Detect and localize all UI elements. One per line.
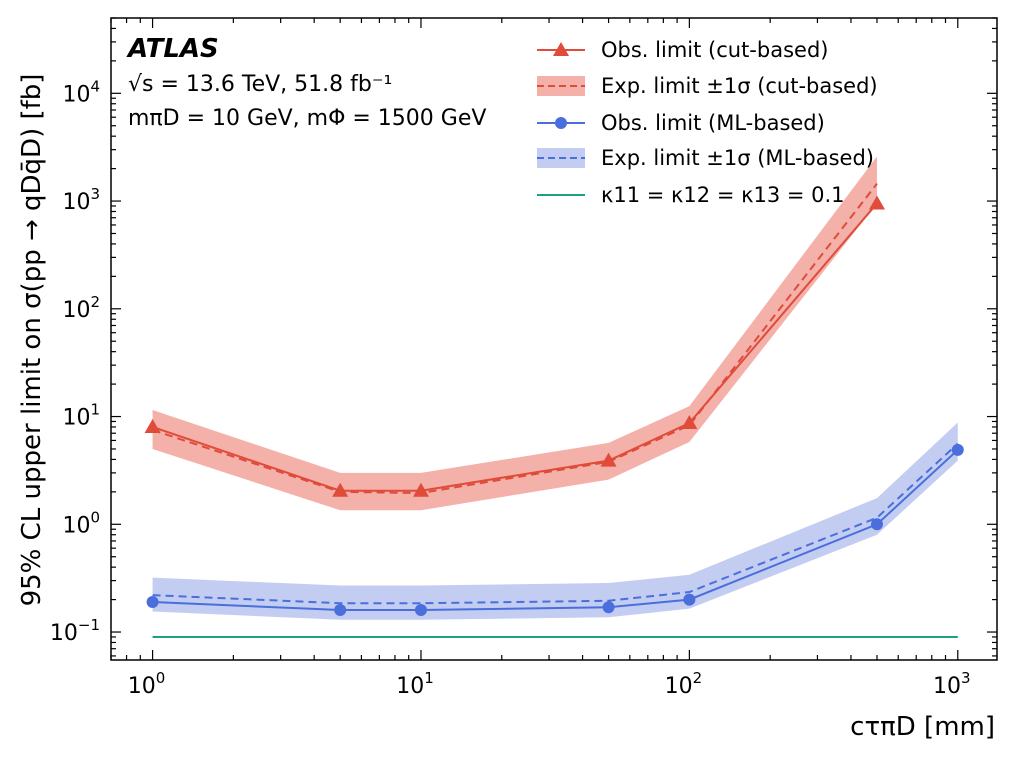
legend-obs-cut: Obs. limit (cut-based)	[601, 38, 828, 62]
y-axis-label: 95% CL upper limit on σ(pp → qDq̄D) [fb]	[17, 74, 47, 607]
band-series-1	[152, 156, 877, 511]
marker-series-0-point-5	[868, 195, 885, 210]
band-series-3	[152, 422, 958, 620]
legend: Obs. limit (cut-based) Exp. limit ±1σ (c…	[537, 38, 878, 207]
x-tick-label-2: 102	[665, 669, 703, 699]
marker-series-0-point-0	[144, 418, 161, 433]
legend-exp-ml: Exp. limit ±1σ (ML-based)	[601, 146, 874, 170]
mass-point-label: mπD = 10 GeV, mΦ = 1500 GeV	[128, 106, 486, 131]
line-series-3	[152, 442, 959, 605]
energy-lumi-label: √s = 13.6 TeV, 51.8 fb⁻¹	[128, 72, 392, 97]
marker-series-2-point-3	[602, 601, 615, 614]
x-axis-label: cτπD [mm]	[850, 712, 995, 742]
legend-theory: κ11 = κ12 = κ13 = 0.1	[601, 183, 845, 207]
marker-series-2-point-5	[870, 518, 883, 531]
y-tick-label-4: 103	[62, 185, 100, 215]
y-tick-label-3: 102	[62, 293, 100, 323]
marker-series-0-point-3	[600, 452, 617, 467]
marker-series-0-point-1	[332, 482, 349, 497]
legend-triangle-marker	[553, 42, 569, 56]
legend-circle-marker	[555, 117, 567, 129]
x-tick-label-0: 100	[128, 669, 166, 699]
y-tick-label-1: 100	[62, 508, 100, 538]
atlas-label: ATLAS	[126, 34, 219, 64]
x-tick-label-1: 101	[396, 669, 434, 699]
marker-series-2-point-4	[683, 593, 696, 606]
marker-series-2-point-0	[146, 595, 159, 608]
marker-series-0-point-2	[412, 482, 429, 497]
legend-obs-ml: Obs. limit (ML-based)	[601, 111, 825, 135]
marker-series-2-point-1	[334, 604, 347, 617]
y-tick-label-5: 104	[62, 77, 100, 107]
marker-series-0-point-4	[681, 415, 698, 430]
plot-frame	[110, 17, 998, 661]
y-tick-label-0: 10−1	[50, 616, 100, 646]
x-tick-label-3: 103	[933, 669, 971, 699]
line-series-0	[152, 202, 878, 492]
marker-series-2-point-6	[951, 443, 964, 456]
marker-series-2-point-2	[414, 604, 427, 617]
legend-exp-cut: Exp. limit ±1σ (cut-based)	[601, 74, 878, 98]
y-tick-label-2: 101	[62, 401, 100, 431]
